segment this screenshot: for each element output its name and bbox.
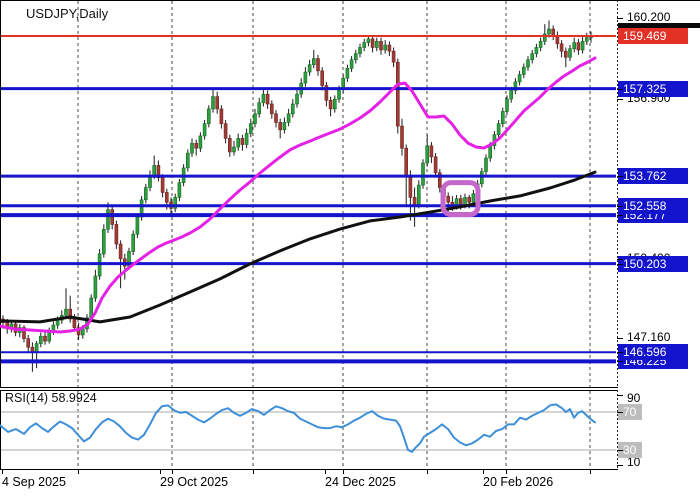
rsi-axis-tick	[617, 412, 623, 413]
rsi-level-label: 90	[627, 391, 641, 405]
price-axis-label: 147.160	[627, 330, 671, 345]
date-axis-label: 29 Oct 2025	[160, 475, 229, 489]
price-axis-label: 160.200	[627, 10, 671, 24]
time-axis-tick	[2, 470, 3, 474]
price-axis-tick	[617, 338, 623, 339]
price-level-badge: 157.325	[618, 80, 688, 97]
price-axis-tick	[617, 176, 623, 177]
price-axis-tick	[617, 215, 623, 216]
rsi-axis-tick	[617, 465, 623, 466]
price-level-badge: 150.203	[618, 255, 688, 272]
date-axis-label: 4 Sep 2025	[2, 475, 66, 489]
time-axis-tick	[78, 470, 79, 474]
rsi-indicator-label: RSI(14) 58.9924	[5, 391, 97, 405]
price-axis[interactable]	[618, 0, 700, 470]
price-level-badge: 152.558	[618, 197, 688, 214]
main-chart-panel[interactable]	[0, 0, 618, 388]
price-axis-tick	[617, 206, 623, 207]
price-axis-tick	[617, 89, 623, 90]
bid-price-strip	[618, 22, 700, 28]
price-axis-tick	[617, 18, 623, 19]
time-axis-tick	[253, 470, 254, 474]
time-axis[interactable]	[0, 470, 700, 500]
time-axis-tick	[343, 470, 344, 474]
time-axis-tick	[172, 470, 173, 474]
rsi-axis-tick	[617, 395, 623, 396]
time-axis-tick	[506, 470, 507, 474]
date-axis-label: 24 Dec 2025	[325, 475, 396, 489]
time-axis-tick	[160, 470, 161, 474]
time-axis-tick	[483, 470, 484, 474]
chart-title: USDJPY,Daily	[26, 6, 109, 21]
price-axis-tick	[617, 259, 623, 260]
date-axis-label: 20 Feb 2026	[483, 475, 554, 489]
price-axis-tick	[617, 352, 623, 353]
time-axis-tick	[590, 470, 591, 474]
time-axis-tick	[427, 470, 428, 474]
rsi-axis-tick	[617, 450, 623, 451]
price-level-badge: 146.596	[618, 344, 688, 361]
rsi-level-label: 10	[627, 455, 641, 469]
price-axis-tick	[617, 99, 623, 100]
time-axis-tick	[325, 470, 326, 474]
price-axis-tick	[617, 361, 623, 362]
rsi-level-badge: 70	[618, 404, 642, 420]
price-axis-tick	[617, 264, 623, 265]
rsi-level-badge: 30	[618, 442, 642, 458]
current-price-badge: 159.469	[618, 27, 688, 44]
price-level-badge: 153.762	[618, 168, 688, 185]
